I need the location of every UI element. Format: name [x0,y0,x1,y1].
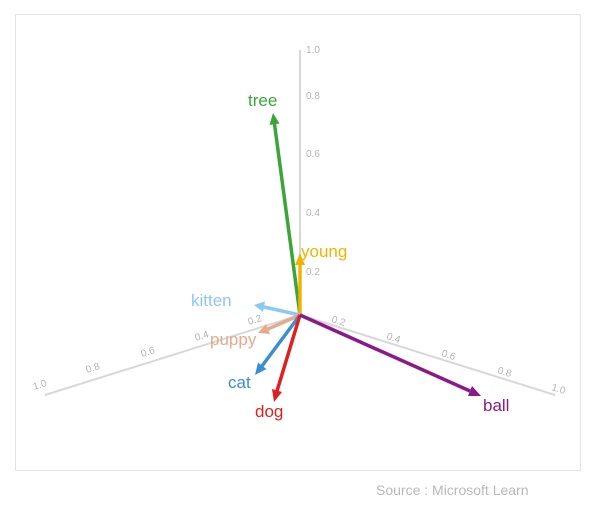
diagram-frame [15,14,581,471]
z-tick-label: 0.8 [306,91,320,102]
right-axis [299,314,556,396]
right-tick-label: 0.6 [440,348,457,363]
left-tick-label: 0.4 [194,329,211,344]
kitten-arrowhead [254,301,265,312]
cat-arrow [260,313,302,368]
left-tick-label: 1.0 [32,378,49,393]
z-tick-label: 1.0 [306,45,320,56]
puppy-arrow [267,313,301,331]
left-tick-label: 0.6 [140,345,157,360]
dog-label: dog [255,402,283,421]
tree-label: tree [248,91,277,110]
kitten-label: kitten [191,291,232,310]
left-axis [44,314,301,396]
dog-arrowhead [272,389,282,402]
kitten-arrow [263,305,301,317]
vector-kitten: kitten [191,291,301,317]
right-tick-label: 0.4 [385,331,402,346]
z-tick-label: 0.4 [306,208,320,219]
z-tick-label: 0.6 [306,149,320,160]
tree-arrow [272,123,302,316]
word-vectors: tree young kitten puppy cat dog [191,91,509,421]
puppy-label: puppy [210,330,257,349]
left-tick-label: 0.2 [247,313,264,328]
dog-arrow [275,314,302,392]
young-arrowhead [295,253,305,265]
vector-cat: cat [228,313,302,392]
vector-dog: dog [255,314,302,421]
puppy-arrowhead [258,324,270,334]
cat-arrowhead [255,362,267,375]
right-tick-label: 0.8 [496,365,513,380]
vector-ball: ball [299,313,509,415]
z-tick-label: 0.2 [306,267,320,278]
young-label: young [301,242,347,261]
cat-label: cat [228,373,251,392]
tree-arrowhead [269,113,280,125]
ball-label: ball [483,396,509,415]
vector-puppy: puppy [210,313,301,349]
right-tick-label: 1.0 [550,382,567,397]
vector-tree: tree [248,91,302,316]
ball-arrowhead [468,386,481,396]
tick-labels: 1.0 0.8 0.6 0.4 0.2 1.0 0.8 0.6 0.4 0.2 … [32,45,567,397]
left-tick-label: 0.8 [85,361,102,376]
vector-young: young [295,242,347,315]
source-caption: Source : Microsoft Learn [376,482,529,498]
ball-arrow [299,313,471,393]
right-tick-label: 0.2 [330,314,347,329]
axes [44,50,556,396]
